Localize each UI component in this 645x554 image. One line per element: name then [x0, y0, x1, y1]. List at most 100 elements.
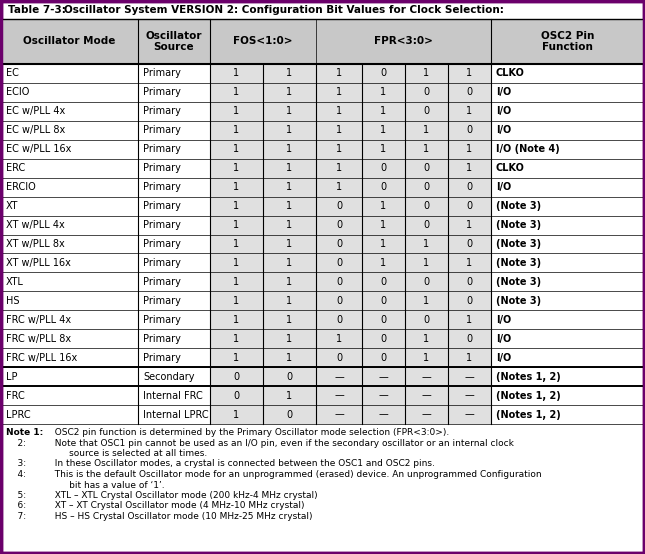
Text: 1: 1: [336, 144, 342, 154]
Text: Primary: Primary: [143, 239, 181, 249]
Text: XT w/PLL 4x: XT w/PLL 4x: [6, 220, 64, 230]
Text: 0: 0: [381, 277, 386, 287]
Bar: [210, 234, 316, 254]
Text: FRC w/PLL 8x: FRC w/PLL 8x: [6, 334, 71, 343]
Bar: [316, 234, 491, 254]
Text: 0: 0: [423, 163, 430, 173]
Text: —: —: [334, 391, 344, 401]
Text: 0: 0: [423, 220, 430, 230]
Text: Oscillator
Source: Oscillator Source: [146, 30, 203, 52]
Text: 1: 1: [336, 125, 342, 135]
Text: 1: 1: [233, 258, 239, 268]
Text: Primary: Primary: [143, 353, 181, 363]
Text: (Notes 1, 2): (Notes 1, 2): [496, 372, 561, 382]
Text: CLKO: CLKO: [496, 69, 525, 79]
Text: 4:: 4:: [6, 470, 26, 479]
Text: 0: 0: [423, 106, 430, 116]
Text: I/O: I/O: [496, 88, 511, 98]
Text: 1: 1: [286, 220, 293, 230]
Text: Internal FRC: Internal FRC: [143, 391, 203, 401]
Bar: [210, 197, 316, 216]
Text: CLKO: CLKO: [496, 163, 525, 173]
Text: Note that OSC1 pin cannot be used as an I/O pin, even if the secondary oscillato: Note that OSC1 pin cannot be used as an …: [49, 439, 514, 448]
Text: ECIO: ECIO: [6, 88, 30, 98]
Text: 1: 1: [286, 201, 293, 211]
Text: EC w/PLL 16x: EC w/PLL 16x: [6, 144, 72, 154]
Text: 0: 0: [336, 353, 342, 363]
Text: 0: 0: [336, 239, 342, 249]
Bar: [316, 348, 491, 367]
Bar: [316, 329, 491, 348]
Text: 1: 1: [336, 163, 342, 173]
Text: 1: 1: [466, 220, 473, 230]
Bar: [210, 329, 316, 348]
Text: 1: 1: [286, 353, 293, 363]
Text: 0: 0: [336, 315, 342, 325]
Text: EC: EC: [6, 69, 19, 79]
Text: ERCIO: ERCIO: [6, 182, 35, 192]
Text: EC w/PLL 8x: EC w/PLL 8x: [6, 125, 65, 135]
Text: 1: 1: [286, 69, 293, 79]
Text: 6:: 6:: [6, 501, 26, 510]
Bar: [316, 121, 491, 140]
Text: I/O: I/O: [496, 315, 511, 325]
Text: 0: 0: [381, 296, 386, 306]
Bar: [210, 102, 316, 121]
Text: 0: 0: [423, 277, 430, 287]
Text: 0: 0: [286, 372, 293, 382]
Text: 0: 0: [336, 258, 342, 268]
Text: 1: 1: [286, 163, 293, 173]
Text: FOS<1:0>: FOS<1:0>: [233, 37, 293, 47]
Text: 1: 1: [466, 106, 473, 116]
Text: 1: 1: [233, 277, 239, 287]
Text: Primary: Primary: [143, 163, 181, 173]
Text: —: —: [334, 372, 344, 382]
Text: 1: 1: [381, 258, 386, 268]
Bar: [316, 310, 491, 329]
Text: —: —: [422, 372, 432, 382]
Bar: [316, 64, 491, 83]
Bar: [210, 405, 316, 424]
Text: 1: 1: [233, 182, 239, 192]
Text: I/O: I/O: [496, 182, 511, 192]
Bar: [210, 291, 316, 310]
Bar: [210, 310, 316, 329]
Text: 1: 1: [466, 258, 473, 268]
Text: (Note 3): (Note 3): [496, 201, 541, 211]
Text: XTL: XTL: [6, 277, 24, 287]
Text: 1: 1: [233, 334, 239, 343]
Text: Primary: Primary: [143, 201, 181, 211]
Text: 1: 1: [381, 106, 386, 116]
Bar: [210, 254, 316, 273]
Text: LP: LP: [6, 372, 17, 382]
Text: Primary: Primary: [143, 106, 181, 116]
Bar: [210, 121, 316, 140]
Text: 1: 1: [336, 182, 342, 192]
Text: —: —: [464, 409, 474, 419]
Text: 1: 1: [423, 353, 430, 363]
Text: (Note 3): (Note 3): [496, 258, 541, 268]
Text: 5:: 5:: [6, 491, 26, 500]
Bar: [491, 19, 644, 64]
Text: XT: XT: [6, 201, 18, 211]
Text: 1: 1: [233, 201, 239, 211]
Text: —: —: [379, 372, 388, 382]
Text: EC w/PLL 4x: EC w/PLL 4x: [6, 106, 65, 116]
Text: 0: 0: [423, 201, 430, 211]
Text: 0: 0: [466, 182, 473, 192]
Text: 1: 1: [466, 144, 473, 154]
Text: —: —: [464, 391, 474, 401]
Text: 0: 0: [381, 163, 386, 173]
Text: 1: 1: [286, 144, 293, 154]
Bar: [316, 254, 491, 273]
Text: I/O: I/O: [496, 353, 511, 363]
Text: 0: 0: [286, 409, 293, 419]
Text: Secondary: Secondary: [143, 372, 195, 382]
Text: 3:: 3:: [6, 459, 26, 469]
Text: Primary: Primary: [143, 258, 181, 268]
Text: 1: 1: [286, 125, 293, 135]
Text: 1: 1: [233, 353, 239, 363]
Text: (Notes 1, 2): (Notes 1, 2): [496, 391, 561, 401]
Bar: [316, 140, 491, 159]
Text: I/O: I/O: [496, 125, 511, 135]
